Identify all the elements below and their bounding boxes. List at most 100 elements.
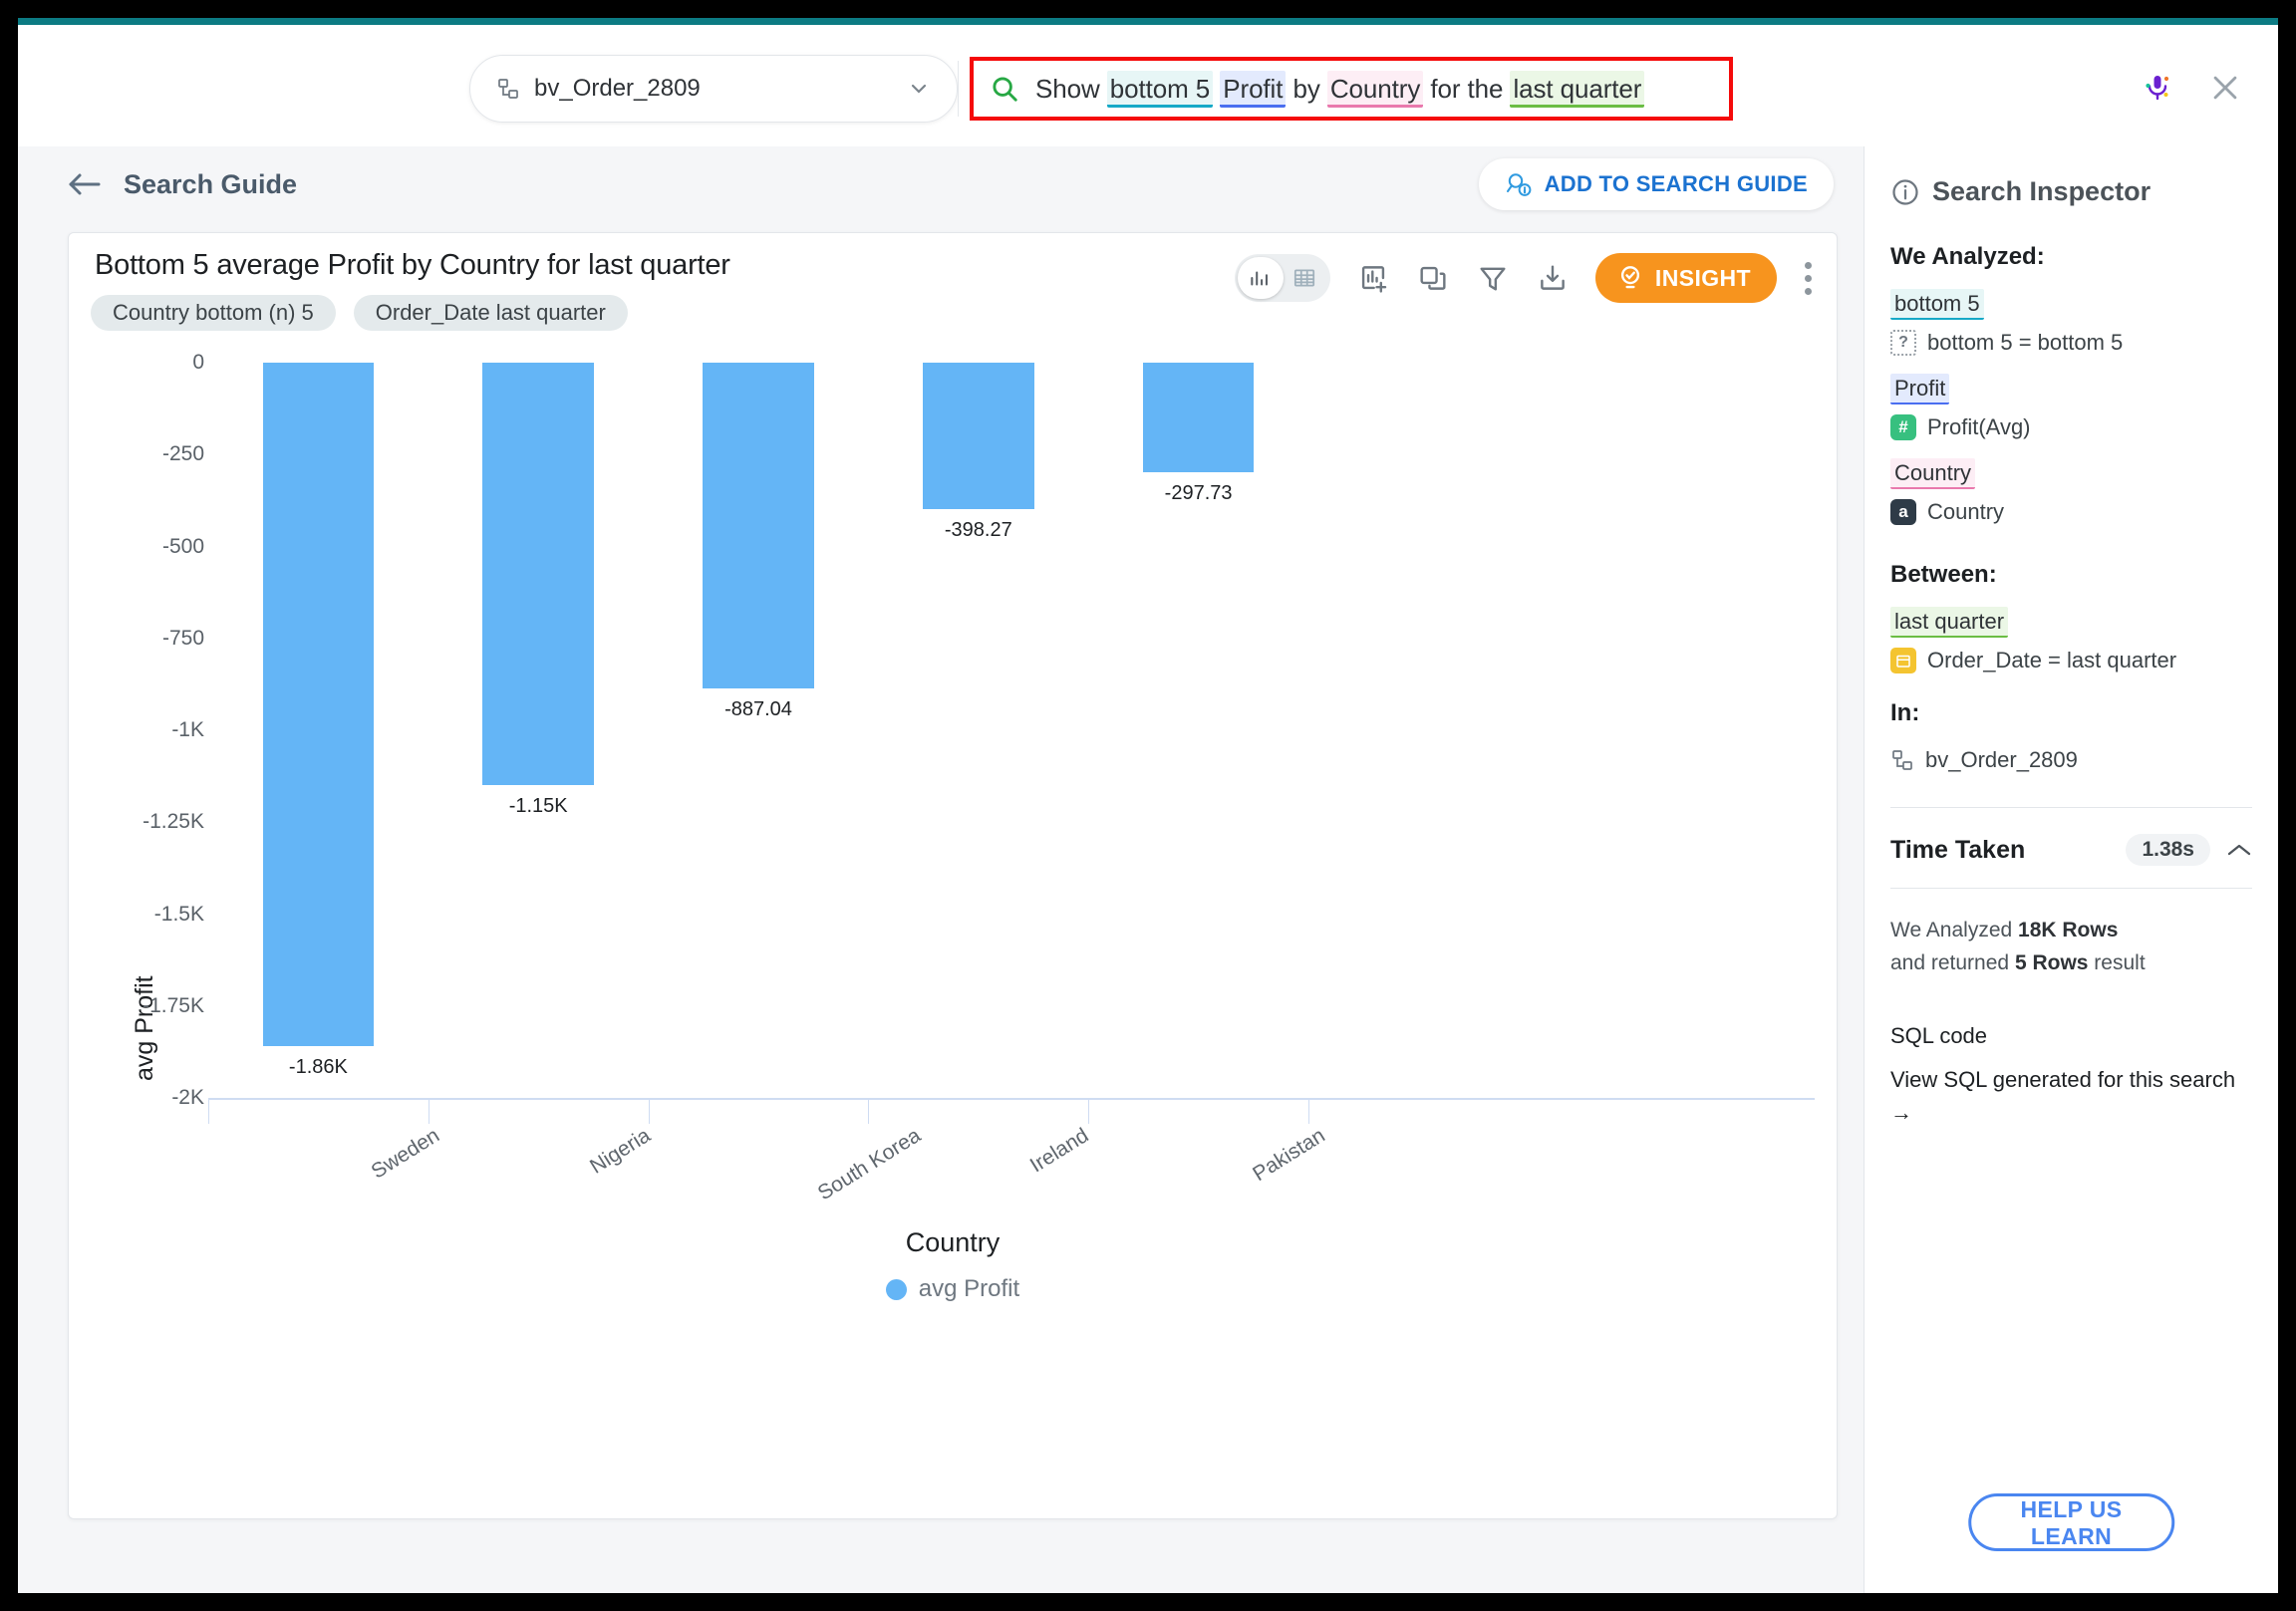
x-axis-tick xyxy=(868,1098,870,1124)
inspector-divider-2 xyxy=(1890,888,2252,889)
add-to-search-guide-button[interactable]: ADD TO SEARCH GUIDE xyxy=(1478,158,1834,210)
bar-value-label: -1.15K xyxy=(508,795,568,818)
we-analyzed-list: bottom 5? bottom 5 = bottom 5 Profit # Profi… xyxy=(1890,271,2252,525)
chevron-down-icon[interactable] xyxy=(907,77,931,101)
top-search-bar: bv_Order_2809 Show bottom 5 Profit by Co… xyxy=(18,25,2278,146)
y-axis-tick-label: -1.75K xyxy=(143,993,204,1017)
inspector-token-row: Country xyxy=(1890,440,2252,489)
chart-filter-chip[interactable]: Country bottom (n) 5 xyxy=(91,295,336,331)
x-axis-tick xyxy=(1088,1098,1090,1124)
inspector-token[interactable]: Country xyxy=(1890,458,1976,489)
inspector-detail-row: a Country xyxy=(1890,499,2252,525)
query-token: last quarter xyxy=(1510,70,1645,108)
bar[interactable] xyxy=(482,363,594,786)
y-axis-tick-label: -250 xyxy=(161,442,204,466)
in-title: In: xyxy=(1890,699,1920,726)
text-column-icon: a xyxy=(1890,499,1916,525)
rows-suffix: result xyxy=(2088,950,2146,974)
download-icon[interactable] xyxy=(1536,261,1570,295)
query-token: bottom 5 xyxy=(1106,70,1214,108)
bar[interactable] xyxy=(1142,363,1255,472)
back-arrow-icon[interactable] xyxy=(66,171,102,197)
rows-returned: 5 Rows xyxy=(2014,950,2089,974)
bar-value-label: -398.27 xyxy=(944,518,1012,541)
time-taken-row[interactable]: Time Taken 1.38s xyxy=(1890,834,2252,866)
bar-value-label: -297.73 xyxy=(1164,481,1233,504)
in-datasource-name: bv_Order_2809 xyxy=(1925,747,2078,772)
inspector-token[interactable]: bottom 5 xyxy=(1890,289,1984,320)
between-title: Between: xyxy=(1890,561,1997,588)
chart-filter-chips: Country bottom (n) 5 Order_Date last quar… xyxy=(91,295,628,331)
y-axis-tick-label: -1.25K xyxy=(143,810,204,834)
datasource-icon xyxy=(1890,748,1914,772)
in-datasource-row: bv_Order_2809 xyxy=(1890,747,2252,773)
inspector-token[interactable]: Profit xyxy=(1890,374,1950,404)
inspector-token-row: Profit xyxy=(1890,356,2252,404)
search-input[interactable]: Show bottom 5 Profit by Country for the … xyxy=(970,57,1733,121)
search-inspector-body: We Analyzed: bottom 5? bottom 5 = bottom … xyxy=(1865,243,2278,1129)
close-icon[interactable] xyxy=(2208,71,2242,105)
filter-icon[interactable] xyxy=(1476,261,1510,295)
x-axis-tick xyxy=(428,1098,430,1124)
rows-mid: and returned xyxy=(1890,950,2015,974)
search-inspector-title: Search Inspector xyxy=(1932,176,2152,206)
x-axis-tick xyxy=(1308,1098,1309,1124)
more-options-icon[interactable] xyxy=(1803,261,1813,295)
query-text: Show xyxy=(1035,73,1107,104)
inspector-detail-text: Order_Date = last quarter xyxy=(1927,648,2177,672)
query-token: Profit xyxy=(1220,70,1287,108)
rows-analyzed: 18K Rows xyxy=(2018,919,2119,941)
chart-title: Bottom 5 average Profit by Country for l… xyxy=(95,249,730,281)
search-icon xyxy=(990,74,1019,104)
legend-swatch xyxy=(885,1278,907,1300)
chevron-up-icon[interactable] xyxy=(2226,842,2252,858)
bar-value-label: -887.04 xyxy=(724,698,792,721)
inspector-detail-row: Order_Date = last quarter xyxy=(1890,648,2252,673)
x-axis-tick-label: Nigeria xyxy=(586,1124,655,1179)
table-icon[interactable] xyxy=(1283,257,1326,299)
time-taken-value: 1.38s xyxy=(2126,834,2210,866)
insight-label: INSIGHT xyxy=(1654,264,1751,291)
search-inspector-panel: Search Inspector We Analyzed: bottom 5? b… xyxy=(1864,146,2278,1593)
rows-summary: We Analyzed 18K Rows and returned 5 Rows… xyxy=(1890,915,2252,979)
page-body: Search Guide ADD TO SEARCH GUIDE xyxy=(18,146,2278,1593)
help-us-learn-button[interactable]: HELP US LEARN xyxy=(1967,1493,2175,1551)
insight-button[interactable]: INSIGHT xyxy=(1594,253,1777,303)
search-query-text: Show bottom 5 Profit by Country for the … xyxy=(1035,70,1645,108)
page-title: Search Guide xyxy=(124,168,298,199)
main-content: Search Guide ADD TO SEARCH GUIDE xyxy=(18,146,1864,1593)
microphone-icon[interactable] xyxy=(2141,71,2174,105)
inspector-token[interactable]: last quarter xyxy=(1890,607,2009,638)
y-axis-tick-label: -750 xyxy=(161,626,204,650)
y-axis-ticks: 0 -250 -500 -750 -1K -1.25K -1.5K -1.75K -2K xyxy=(95,339,204,1518)
bar-value-label: -1.86K xyxy=(288,1056,348,1079)
app-window: bv_Order_2809 Show bottom 5 Profit by Co… xyxy=(18,18,2278,1593)
calendar-icon xyxy=(1890,648,1916,673)
query-text: for the xyxy=(1423,73,1511,104)
pin-to-liveboard-icon[interactable] xyxy=(1416,261,1450,295)
chart-header: Bottom 5 average Profit by Country for l… xyxy=(69,233,1837,339)
x-axis-title: Country xyxy=(905,1227,1001,1257)
sql-code-title: SQL code xyxy=(1890,1023,1988,1049)
unknown-token-icon: ? xyxy=(1890,330,1916,356)
bar-chart-icon[interactable] xyxy=(1239,257,1283,299)
chart-filter-chip[interactable]: Order_Date last quarter xyxy=(353,295,628,331)
add-to-search-guide-label: ADD TO SEARCH GUIDE xyxy=(1544,171,1808,196)
datasource-icon xyxy=(496,77,520,101)
bar[interactable] xyxy=(262,363,375,1047)
search-guide-icon xyxy=(1505,170,1533,198)
view-sql-link[interactable]: View SQL generated for this search → xyxy=(1890,1067,2236,1126)
between-list: last quarter Order_Date = last quarter xyxy=(1890,589,2252,673)
y-axis-tick-label: -500 xyxy=(161,534,204,558)
bar[interactable] xyxy=(703,363,814,689)
datasource-selector[interactable]: bv_Order_2809 xyxy=(469,55,958,123)
chart-table-toggle[interactable] xyxy=(1234,254,1330,302)
chart-card: Bottom 5 average Profit by Country for l… xyxy=(68,232,1838,1519)
add-chart-icon[interactable] xyxy=(1356,261,1390,295)
chart-legend: avg Profit xyxy=(69,1275,1837,1303)
datasource-name: bv_Order_2809 xyxy=(534,75,701,102)
time-taken-label: Time Taken xyxy=(1890,835,2026,864)
brand-accent-bar xyxy=(18,18,2278,25)
bar[interactable] xyxy=(923,363,1034,509)
inspector-detail-row: # Profit(Avg) xyxy=(1890,414,2252,440)
